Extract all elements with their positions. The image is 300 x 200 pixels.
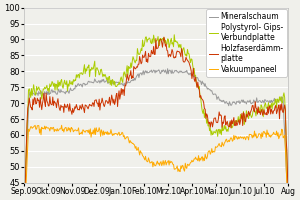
Holzfaserdämm-
platte [162, 36, 166, 38]
Holzfaserdämm-
platte [101, 100, 105, 103]
Holzfaserdämm-
platte [272, 109, 276, 112]
Mineralschaum [272, 97, 276, 100]
Holzfaserdämm-
platte [286, 199, 290, 200]
Mineralschaum [110, 79, 113, 81]
Holzfaserdämm-
platte [138, 55, 141, 58]
Polystyrol- Gips-
Verbundplatte [114, 85, 118, 88]
Mineralschaum [166, 67, 169, 70]
Polystyrol- Gips-
Verbundplatte [286, 187, 290, 190]
Polystyrol- Gips-
Verbundplatte [272, 103, 276, 105]
Line: Mineralschaum: Mineralschaum [24, 69, 288, 200]
Polystyrol- Gips-
Verbundplatte [110, 84, 113, 87]
Vakuumpaneel [139, 150, 142, 152]
Legend: Mineralschaum, Polystyrol- Gips-
Verbundplatte, Holzfaserdämm-
platte, Vakuumpan: Mineralschaum, Polystyrol- Gips- Verbund… [206, 9, 287, 77]
Polystyrol- Gips-
Verbundplatte [138, 53, 141, 55]
Line: Polystyrol- Gips-
Verbundplatte: Polystyrol- Gips- Verbundplatte [24, 35, 288, 200]
Holzfaserdämm-
platte [110, 94, 113, 96]
Vakuumpaneel [55, 130, 58, 132]
Mineralschaum [55, 93, 58, 95]
Polystyrol- Gips-
Verbundplatte [101, 75, 105, 78]
Line: Holzfaserdämm-
platte: Holzfaserdämm- platte [24, 37, 288, 200]
Polystyrol- Gips-
Verbundplatte [172, 34, 176, 36]
Vakuumpaneel [111, 134, 114, 137]
Polystyrol- Gips-
Verbundplatte [55, 84, 58, 86]
Vakuumpaneel [272, 133, 276, 135]
Mineralschaum [114, 81, 118, 83]
Vakuumpaneel [60, 124, 63, 126]
Line: Vakuumpaneel: Vakuumpaneel [24, 125, 288, 200]
Holzfaserdämm-
platte [114, 94, 118, 96]
Vakuumpaneel [102, 130, 105, 132]
Vakuumpaneel [115, 133, 119, 135]
Mineralschaum [138, 73, 141, 75]
Mineralschaum [101, 80, 105, 82]
Holzfaserdämm-
platte [55, 106, 58, 109]
